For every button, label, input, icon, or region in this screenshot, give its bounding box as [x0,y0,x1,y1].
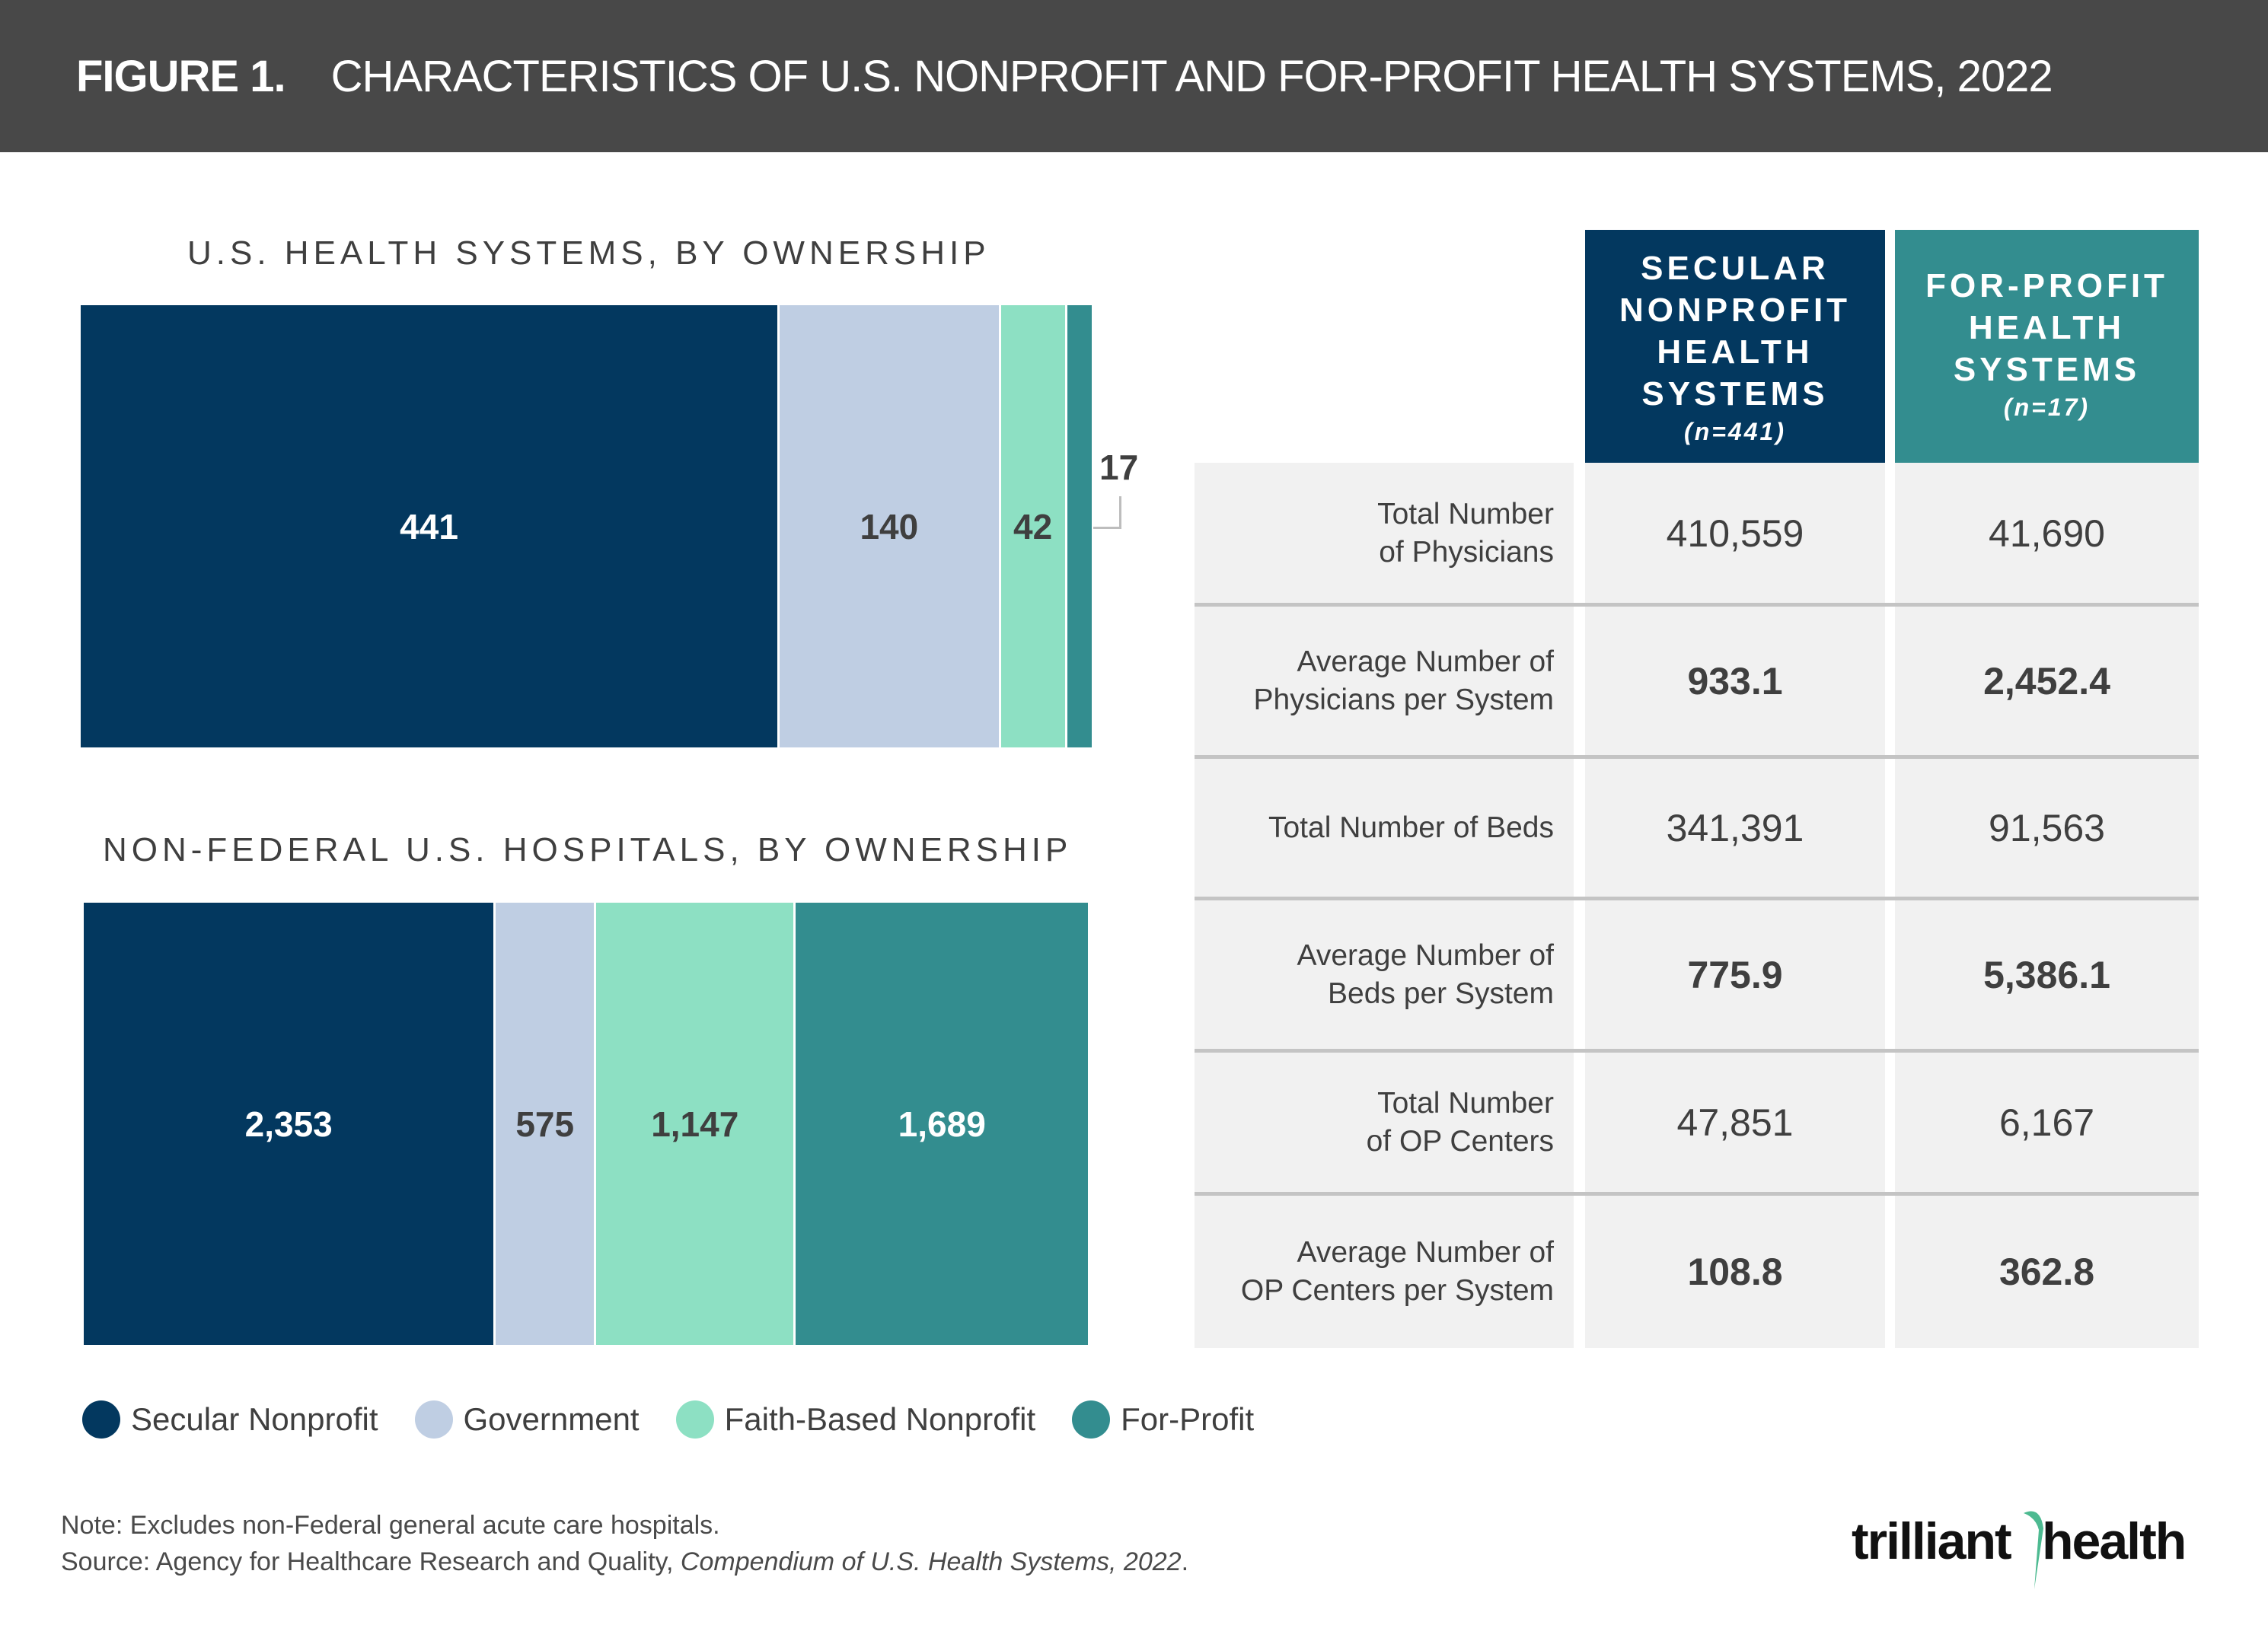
systems-value-callout: 17 [1099,447,1139,487]
legend-label: Secular Nonprofit [131,1401,378,1437]
table-row-label: Average Number of Physicians per System [1195,607,1574,756]
legend-swatch-secular-nonprofit [82,1400,120,1439]
table-row-divider [1195,1049,2199,1053]
table-cell-for-profit: 6,167 [1895,1053,2199,1193]
logo-word-left: trilliant [1852,1512,2012,1570]
table-row-divider [1195,897,2199,900]
table-row-label: Total Number of OP Centers [1195,1053,1574,1193]
row-label-line: of OP Centers [1366,1125,1554,1158]
hospitals-value-label: 1,147 [651,1104,739,1144]
header-line: SYSTEMS [1641,374,1829,413]
hospitals-chart-title: NON-FEDERAL U.S. HOSPITALS, BY OWNERSHIP [103,831,1073,868]
row-label-text: Total Number of OP Centers [1367,1085,1554,1161]
table-cell-secular-nonprofit: 775.9 [1585,900,1885,1050]
table-row-divider [1195,603,2199,607]
row-label-text: Total Number of Physicians [1377,495,1554,572]
row-label-line: Total Number [1377,1087,1554,1120]
header-line: HEALTH [1968,309,2126,346]
row-label-line: OP Centers per System [1240,1274,1554,1307]
legend-label: Faith-Based Nonprofit [724,1401,1036,1437]
hospitals-segment-secular-nonprofit: 2,353 [84,903,494,1345]
table-row-label: Total Number of Beds [1195,759,1574,897]
table-cell-for-profit: 362.8 [1895,1196,2199,1348]
table-cell-for-profit: 41,690 [1895,463,2199,604]
table-header-secular-nonprofit: SECULAR NONPROFIT HEALTH SYSTEMS (n=441) [1585,230,1885,463]
footnote: Note: Excludes non-Federal general acute… [61,1511,720,1540]
hospitals-stacked-bar: 2,353 575 1,147 1,689 [84,903,1088,1345]
table-row-label: Average Number of Beds per System [1195,900,1574,1050]
table-cell-for-profit: 2,452.4 [1895,607,2199,756]
row-label-line: Average Number of [1297,645,1554,678]
legend-item-government: Government [414,1400,640,1439]
row-label-line: Total Number of Beds [1268,811,1554,844]
header-line: SECULAR [1641,249,1829,287]
row-label-line: of Physicians [1379,535,1554,569]
table-cell-secular-nonprofit: 108.8 [1585,1196,1885,1348]
source-title: Compendium of U.S. Health Systems, 2022 [680,1547,1182,1576]
systems-value-label: 140 [860,506,919,546]
hospitals-value-label: 1,689 [898,1104,986,1144]
systems-stacked-bar: 441 140 42 [81,305,1092,747]
header-line: SYSTEMS [1953,351,2141,388]
legend-item-faith-based-nonprofit: Faith-Based Nonprofit [675,1400,1036,1439]
header-line: NONPROFIT [1619,291,1852,329]
table-row-divider [1195,755,2199,759]
legend-swatch-for-profit [1072,1400,1111,1439]
row-label-text: Total Number of Beds [1268,809,1554,847]
legend-swatch-government [414,1400,453,1439]
legend-swatch-faith-based-nonprofit [675,1400,714,1439]
hospitals-segment-for-profit: 1,689 [793,903,1088,1345]
table-row-divider [1195,1192,2199,1196]
source-note: Source: Agency for Healthcare Research a… [61,1547,1188,1577]
table-cell-for-profit: 5,386.1 [1895,900,2199,1050]
systems-segment-government: 140 [777,305,999,747]
legend-item-for-profit: For-Profit [1072,1400,1254,1439]
header-line: FOR-PROFIT [1925,267,2168,304]
figure-label: FIGURE 1. [76,51,286,101]
source-suffix: . [1181,1547,1189,1576]
systems-segment-secular-nonprofit: 441 [81,305,778,747]
hospitals-value-label: 575 [515,1104,575,1144]
row-label-line: Average Number of [1297,1236,1554,1269]
source-prefix: Source: Agency for Healthcare Research a… [61,1547,681,1576]
row-label-text: Average Number of Physicians per System [1254,643,1554,719]
table-cell-secular-nonprofit: 933.1 [1585,607,1885,756]
systems-segment-faith-based-nonprofit: 42 [998,305,1065,747]
systems-value-label: 441 [400,506,458,546]
figure-title: CHARACTERISTICS OF U.S. NONPROFIT AND FO… [330,51,2053,101]
legend: Secular Nonprofit Government Faith-Based… [82,1400,1290,1439]
header-n: (n=441) [1684,417,1786,445]
header-n: (n=17) [2003,394,2091,421]
systems-callout-leader [1093,495,1121,529]
hospitals-value-label: 2,353 [244,1104,333,1144]
hospitals-segment-government: 575 [493,903,595,1345]
row-label-line: Total Number [1377,497,1554,531]
systems-segment-for-profit [1064,305,1092,747]
table-cell-secular-nonprofit: 341,391 [1585,759,1885,897]
systems-chart-title: U.S. HEALTH SYSTEMS, BY OWNERSHIP [187,234,990,272]
systems-value-label: 42 [1013,506,1053,546]
figure-header: FIGURE 1. CHARACTERISTICS OF U.S. NONPRO… [0,0,2268,152]
hospitals-segment-faith-based-nonprofit: 1,147 [594,903,794,1345]
header-line: HEALTH [1657,333,1813,371]
table-row-label: Total Number of Physicians [1195,463,1574,604]
logo-swoosh-icon [2024,1511,2043,1589]
table-row-label: Average Number of OP Centers per System [1195,1196,1574,1348]
trilliant-health-logo: trilliant health [1852,1506,2209,1589]
legend-item-secular-nonprofit: Secular Nonprofit [82,1400,378,1439]
legend-label: For-Profit [1121,1401,1255,1437]
row-label-line: Physicians per System [1253,683,1554,716]
legend-label: Government [463,1401,640,1437]
table-cell-secular-nonprofit: 410,559 [1585,463,1885,604]
table-cell-for-profit: 91,563 [1895,759,2199,897]
row-label-text: Average Number of OP Centers per System [1241,1234,1554,1310]
table-cell-secular-nonprofit: 47,851 [1585,1053,1885,1193]
table-header-for-profit: FOR-PROFIT HEALTH SYSTEMS (n=17) [1895,230,2199,463]
row-label-text: Average Number of Beds per System [1297,937,1554,1013]
row-label-line: Average Number of [1297,939,1554,972]
row-label-line: Beds per System [1328,977,1554,1010]
logo-word-right: health [2042,1512,2187,1570]
